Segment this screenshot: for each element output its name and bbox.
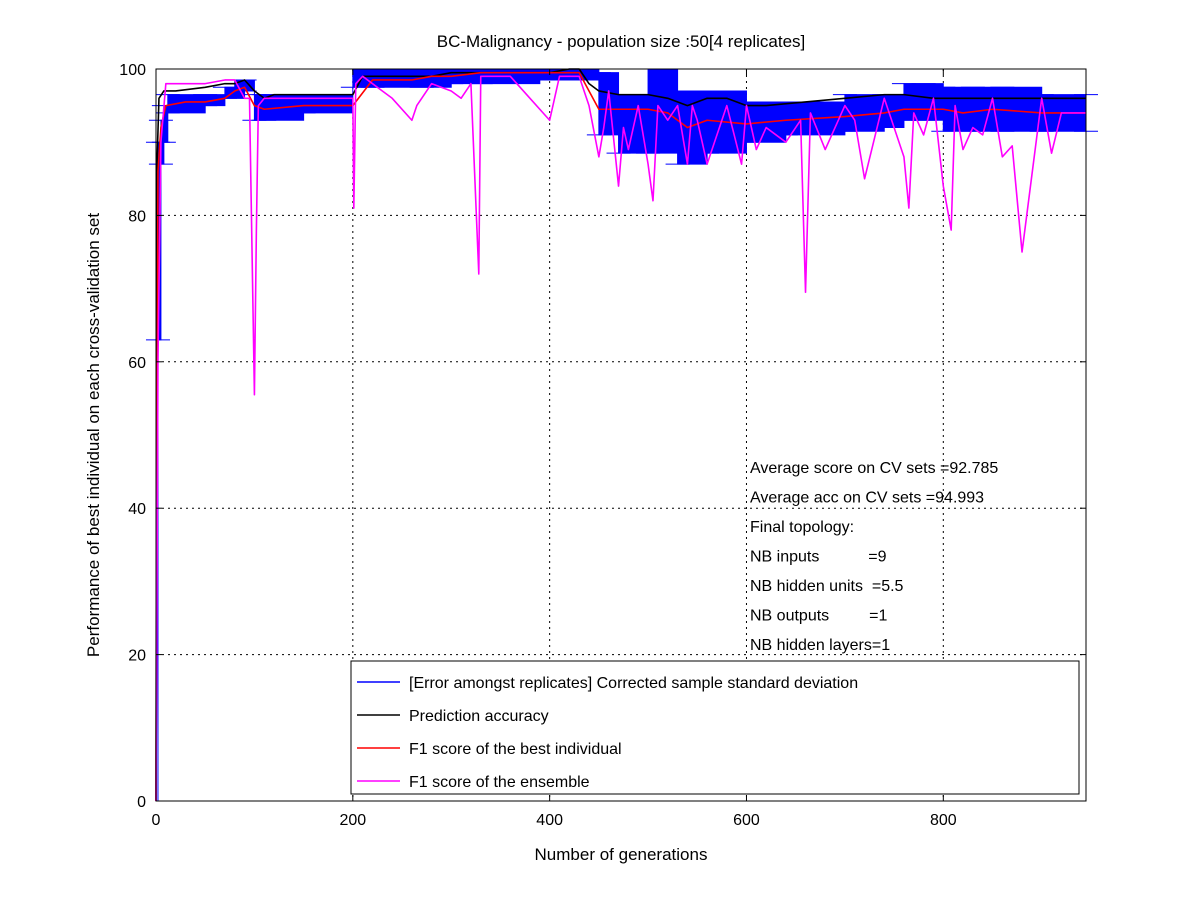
legend-label: Prediction accuracy [409, 708, 549, 725]
annotation-line: NB hidden units =5.5 [750, 578, 904, 595]
axis-ticks: 0 20 40 60 80 100 0 200 400 600 800 [119, 62, 1086, 829]
series-line-2 [155, 71, 1086, 802]
legend: [Error amongst replicates] Corrected sam… [350, 660, 1080, 795]
legend-label: F1 score of the best individual [409, 741, 622, 758]
x-tick-label: 600 [733, 812, 760, 829]
x-tick-label: 200 [339, 812, 366, 829]
annotation-line: Average acc on CV sets =94.993 [750, 490, 984, 507]
grid-lines [156, 69, 1086, 801]
legend-label: F1 score of the ensemble [409, 774, 590, 791]
y-axis-title: Performance of best individual on each c… [84, 213, 103, 657]
x-tick-label: 800 [930, 812, 957, 829]
x-tick-label: 400 [536, 812, 563, 829]
annotation-line: NB hidden layers=1 [750, 637, 890, 654]
chart-title: BC-Malignancy - population size :50[4 re… [437, 32, 806, 51]
y-tick-label: 40 [128, 501, 146, 518]
y-tick-label: 0 [137, 794, 146, 811]
annotation-line: Final topology: [750, 519, 854, 536]
y-tick-label: 60 [128, 355, 146, 372]
plot-frame [155, 68, 1087, 802]
y-tick-label: 80 [128, 208, 146, 225]
stats-annotation: Average score on CV sets =92.785 Average … [750, 460, 998, 654]
annotation-line: Average score on CV sets =92.785 [750, 460, 998, 477]
y-tick-label: 100 [119, 62, 146, 79]
annotation-line: NB outputs =1 [750, 608, 888, 625]
legend-box [350, 660, 1080, 795]
legend-label: [Error amongst replicates] Corrected sam… [409, 675, 858, 692]
y-tick-label: 20 [128, 648, 146, 665]
annotation-line: NB inputs =9 [750, 549, 887, 566]
series-line-3 [155, 75, 1086, 802]
x-tick-label: 0 [152, 812, 161, 829]
x-axis-title: Number of generations [535, 845, 708, 864]
